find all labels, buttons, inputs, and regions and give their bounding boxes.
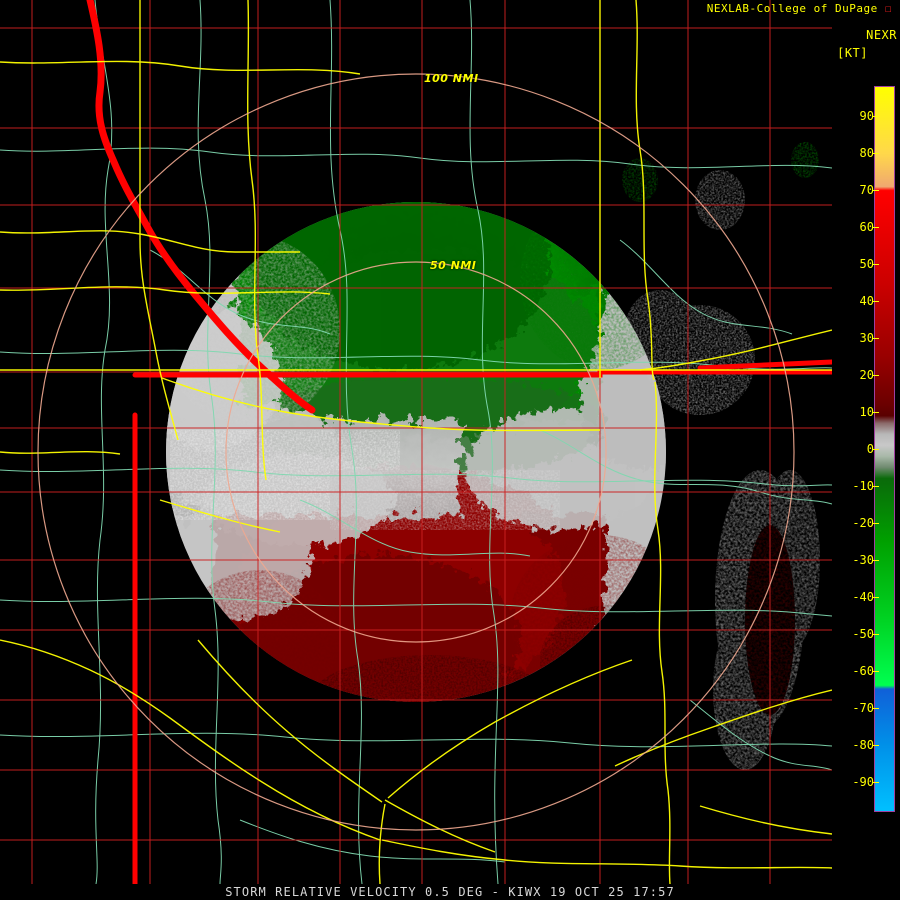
color-bar-tick-label: 50 [859, 256, 874, 271]
highway-layer [0, 0, 832, 884]
color-bar-tick-label: -40 [852, 590, 874, 605]
color-bar-tick-mark [872, 374, 879, 376]
color-bar-tick-label: 30 [859, 330, 874, 345]
color-bar-tick-label: 20 [859, 367, 874, 382]
color-bar-tick-label: 90 [859, 108, 874, 123]
color-bar-tick-mark [872, 115, 879, 117]
legend-units-label: [KT] [837, 46, 868, 60]
product-title-bar: STORM RELATIVE VELOCITY 0.5 DEG - KIWX 1… [0, 884, 900, 900]
color-bar-tick-mark [872, 226, 879, 228]
color-bar-tick-mark [872, 337, 879, 339]
color-bar-gradient [875, 87, 894, 811]
color-bar-tick-mark [872, 708, 879, 710]
color-bar-tick-mark [872, 634, 879, 636]
color-bar-tick-mark [872, 597, 879, 599]
color-bar-tick-mark [872, 449, 879, 450]
color-bar-tick-label: -90 [852, 775, 874, 790]
radar-map-panel[interactable]: 100 NMI 50 NMI [0, 0, 832, 884]
map-svg [0, 0, 832, 884]
color-bar-tick-label: -10 [852, 479, 874, 494]
color-bar-tick-label: -50 [852, 627, 874, 642]
color-scale-legend: NEXR [KT] 90 80 70 60 50 40 30 20 10 0 -10 -20 -30 -4… [832, 0, 900, 884]
attribution-label: NEXLAB-College of DuPage ☐ [707, 2, 892, 15]
attribution-text: NEXLAB-College of DuPage [706, 2, 878, 15]
color-bar-tick-label: -20 [852, 516, 874, 531]
color-bar-tick-mark [872, 486, 879, 488]
range-ring-layer [37, 73, 795, 831]
color-bar-tick-label: 60 [859, 219, 874, 234]
color-bar-tick-mark [872, 745, 879, 747]
color-bar-tick-mark [872, 560, 879, 562]
color-bar-tick-label: -80 [852, 738, 874, 753]
color-bar-tick-label: -30 [852, 553, 874, 568]
color-bar-tick-mark [872, 523, 879, 525]
color-bar-tick-mark [872, 411, 879, 413]
color-bar-tick-mark [872, 152, 879, 154]
bookmark-icon: ☐ [884, 2, 892, 15]
color-bar-tick-label: 80 [859, 145, 874, 160]
color-bar-tick-mark [872, 671, 879, 673]
color-bar-tick-label: -60 [852, 664, 874, 679]
color-bar-tick-mark [872, 263, 879, 265]
legend-source-label: NEXR [866, 28, 897, 42]
color-bar-tick-label: 0 [866, 442, 874, 456]
color-bar-tick-label: 40 [859, 293, 874, 308]
color-bar-tick-mark [872, 782, 879, 784]
range-ring-label-100nmi: 100 NMI [424, 72, 479, 85]
range-ring-label-50nmi: 50 NMI [430, 259, 477, 272]
color-bar-tick-mark [872, 300, 879, 302]
color-bar-tick-label: 70 [859, 182, 874, 197]
color-bar-tick-label: 10 [859, 404, 874, 419]
color-bar-tick-mark [872, 189, 879, 191]
color-bar-tick-label: -70 [852, 701, 874, 716]
